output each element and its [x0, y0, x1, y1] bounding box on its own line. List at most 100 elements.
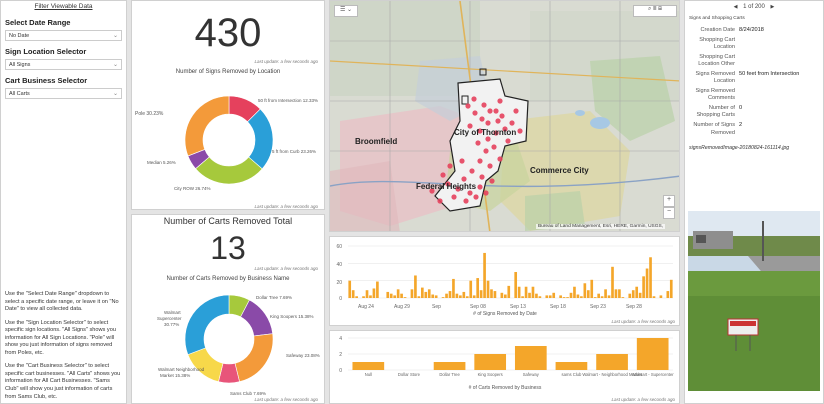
sign-point	[467, 123, 473, 129]
date-bar	[635, 286, 639, 298]
date-bar	[393, 295, 397, 298]
date-bar	[538, 296, 542, 298]
slice-label-walmart-nm-2: Market 15.38%	[160, 373, 190, 378]
sign-point	[477, 128, 483, 134]
date-bar	[462, 291, 466, 298]
date-bar	[362, 296, 365, 298]
carts-by-business-chart: 4 2 0 Null Dollar Store Dollar Tree King So…	[339, 336, 675, 402]
sign-location-select[interactable]: All Signs ⌄	[5, 59, 122, 70]
sign-point	[459, 158, 465, 164]
biz-ytick-0: 0	[339, 368, 342, 374]
date-bar	[389, 293, 393, 298]
date-ytick-40: 40	[336, 262, 342, 268]
date-xtick-sep18: Sep 18	[550, 304, 566, 310]
sign-point	[479, 116, 485, 122]
date-xtick-sep08: Sep 08	[470, 304, 486, 310]
date-bar	[376, 281, 379, 298]
date-bar	[569, 292, 573, 298]
business-labels: Null Dollar Store Dollar Tree King Soopers S…	[365, 372, 675, 377]
map-panel[interactable]: Broomfield City of Thornton Federal Heig…	[329, 0, 680, 232]
date-bar	[503, 294, 507, 298]
date-bar	[531, 286, 535, 298]
sign-point	[445, 181, 451, 187]
zoom-in-button[interactable]: +	[663, 195, 675, 207]
date-bar	[455, 293, 459, 298]
signs-by-date-panel: 60 40 20 0 Aug 24 Aug 29 Sep Sep 08 Sep …	[329, 236, 680, 326]
sign-point	[495, 118, 501, 124]
date-bar	[348, 280, 352, 298]
map-label-federal-heights: Federal Heights	[416, 182, 477, 191]
field-cart-location: Shopping Cart Location	[699, 36, 735, 51]
date-bar	[400, 293, 403, 298]
slice-label-sams-club: Sams Club 7.69%	[230, 391, 266, 396]
slice-label-walmart-sc-3: 30.77%	[164, 322, 179, 327]
date-bar	[369, 295, 372, 298]
map-canvas[interactable]: Broomfield City of Thornton Federal Heig…	[330, 1, 680, 232]
sign-point	[502, 126, 508, 132]
carts-update-bottom: Last update: a few seconds ago	[254, 397, 318, 402]
business-bar	[636, 338, 669, 370]
sign-point	[487, 108, 493, 114]
biz-update: Last update: a few seconds ago	[611, 397, 675, 402]
pie-slice-4	[187, 347, 224, 383]
cart-business-select[interactable]: All Carts ⌄	[5, 88, 122, 99]
date-xtick-aug24: Aug 24	[358, 304, 374, 310]
date-bar	[580, 296, 583, 298]
sign-point	[493, 108, 499, 114]
date-bar	[351, 290, 355, 298]
carts-update: Last update: a few seconds ago	[254, 266, 318, 271]
date-bar	[410, 289, 414, 298]
date-bar	[638, 292, 642, 298]
biz-ytick-2: 2	[339, 352, 342, 358]
field-number-carts: Number of Shopping Carts 0	[696, 104, 743, 119]
slice-label-walmart-sc-1: Walmart	[164, 310, 181, 315]
zoom-out-button[interactable]: −	[663, 207, 675, 219]
slice-label-dollar-tree: Dollar Tree 7.69%	[256, 295, 292, 300]
business-bar	[433, 362, 466, 370]
date-bar	[414, 275, 417, 298]
sign-point	[463, 198, 469, 204]
date-bar	[621, 297, 625, 298]
next-record-button[interactable]: ▶	[770, 4, 775, 10]
date-bar	[431, 294, 435, 298]
date-bar	[607, 295, 611, 298]
map-sign-points[interactable]	[429, 96, 523, 204]
date-bar	[659, 295, 663, 298]
date-bar	[600, 296, 604, 298]
date-bar	[545, 295, 549, 298]
sign-point	[487, 163, 493, 169]
map-toolbar[interactable]: ⌕ ≣ ⊞	[633, 5, 677, 17]
slice-label-safeway: Safeway 23.08%	[286, 353, 320, 358]
date-bar	[586, 290, 590, 298]
sign-point	[477, 158, 483, 164]
business-label: King Soopers	[478, 372, 503, 377]
date-bar	[486, 280, 490, 298]
slice-label-pole: Pole 30.23%	[135, 111, 164, 117]
date-bar	[631, 290, 635, 298]
slice-label-king-soopers: King Soopers 15.38%	[270, 314, 314, 319]
date-range-label: Select Date Range	[5, 18, 71, 27]
sign-point	[455, 186, 461, 192]
chevron-down-icon: ⌄	[112, 91, 118, 97]
signs-update: Last update: a few seconds ago	[254, 59, 318, 64]
date-bar	[396, 289, 400, 298]
business-label: sams Club	[562, 372, 582, 377]
cart-business-label: Cart Business Selector	[5, 76, 88, 85]
date-xtick-sep13: Sep 13	[510, 304, 526, 310]
date-bar	[618, 289, 621, 298]
help-text: Use the "Select Date Range" dropdown to …	[5, 291, 122, 403]
detail-panel: ◀ 1 of 200 ▶ Signs and Shopping Carts Cr…	[684, 0, 824, 404]
date-bar	[403, 297, 407, 298]
map-layers-button[interactable]: ☰ ⌄	[334, 5, 358, 17]
date-xtick-aug29: Aug 29	[394, 304, 410, 310]
date-bar	[562, 297, 566, 298]
detail-title: Signs and Shopping Carts	[689, 16, 745, 21]
date-range-select[interactable]: No Date ⌄	[5, 30, 122, 41]
prev-record-button[interactable]: ◀	[733, 4, 738, 10]
date-bar	[493, 291, 497, 298]
date-bar	[593, 297, 597, 298]
carts-donut	[184, 294, 274, 384]
sign-point	[483, 190, 489, 196]
sign-point	[437, 198, 443, 204]
sign-photo[interactable]	[688, 211, 820, 391]
